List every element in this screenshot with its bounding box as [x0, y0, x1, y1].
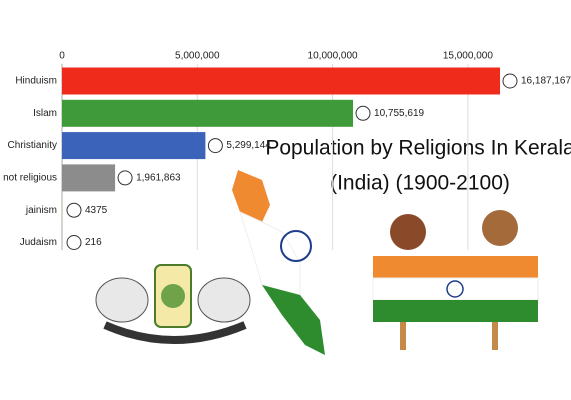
bar-icon	[207, 138, 223, 154]
bar	[62, 99, 354, 127]
category-label: Hinduism	[15, 76, 57, 87]
x-tick-label: 5,000,000	[175, 51, 220, 62]
chart-subtitle: (India) (1900-2100)	[330, 172, 510, 195]
x-tick-label: 0	[59, 51, 65, 62]
category-label: jainism	[25, 205, 57, 216]
x-tick-label: 10,000,000	[308, 51, 358, 62]
bar-icon	[355, 105, 371, 121]
value-label: 16,187,167	[521, 76, 571, 87]
value-label: 1,961,863	[136, 173, 181, 184]
value-label: 216	[85, 237, 102, 248]
category-label: Islam	[33, 108, 57, 119]
children-flag	[372, 210, 539, 350]
value-label: 4375	[85, 205, 108, 216]
category-label: not religious	[3, 173, 57, 184]
bar-icon	[66, 235, 82, 250]
emblem	[95, 264, 251, 344]
bar-icon	[502, 73, 518, 89]
category-label: Christianity	[8, 140, 57, 151]
bar	[62, 164, 116, 192]
value-label: 5,299,144	[226, 140, 271, 151]
bar-icon	[66, 202, 82, 218]
chart-title: Population by Religions In Kerala	[265, 137, 571, 160]
value-label: 10,755,619	[374, 108, 424, 119]
kerala-map	[232, 170, 325, 355]
category-label: Judaism	[20, 237, 57, 248]
x-tick-label: 15,000,000	[443, 51, 493, 62]
bar	[62, 67, 501, 95]
bar	[62, 132, 206, 160]
bar-icon	[117, 170, 133, 186]
